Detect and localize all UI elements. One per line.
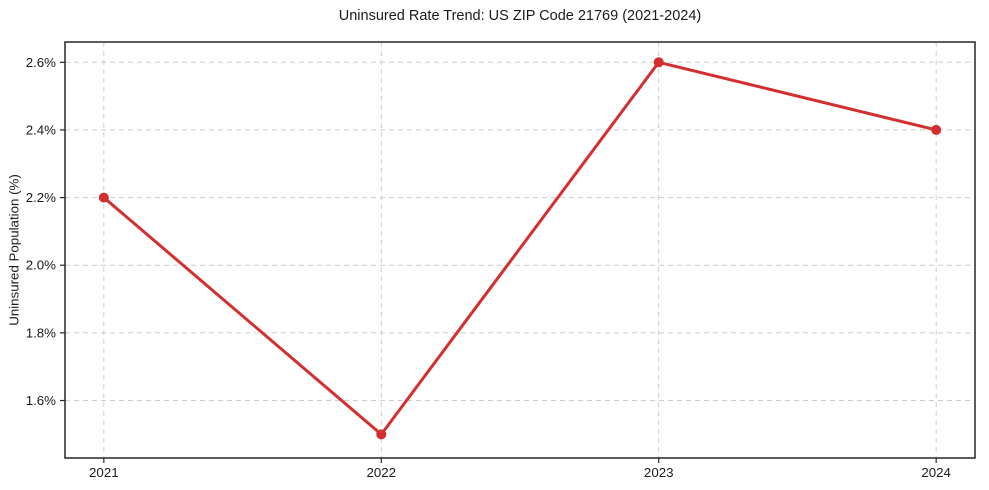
- y-tick-label: 1.6%: [26, 393, 56, 408]
- data-point-marker: [98, 192, 109, 203]
- y-tick-label: 1.8%: [26, 325, 56, 340]
- y-tick-label: 2.0%: [26, 258, 56, 273]
- x-tick-label: 2024: [921, 465, 951, 480]
- x-tick-label: 2022: [366, 465, 396, 480]
- x-tick-label: 2021: [89, 465, 119, 480]
- chart-title: Uninsured Rate Trend: US ZIP Code 21769 …: [338, 8, 702, 24]
- data-point-marker: [376, 429, 387, 440]
- y-tick-label: 2.4%: [26, 122, 56, 137]
- plot-border: [64, 41, 976, 459]
- data-point-marker: [931, 124, 942, 135]
- y-tick-label: 2.2%: [26, 190, 56, 205]
- y-tick-label: 2.6%: [26, 55, 56, 70]
- trend-line: [102, 60, 938, 436]
- data-point-marker: [653, 57, 664, 68]
- x-tick-label: 2023: [644, 465, 674, 480]
